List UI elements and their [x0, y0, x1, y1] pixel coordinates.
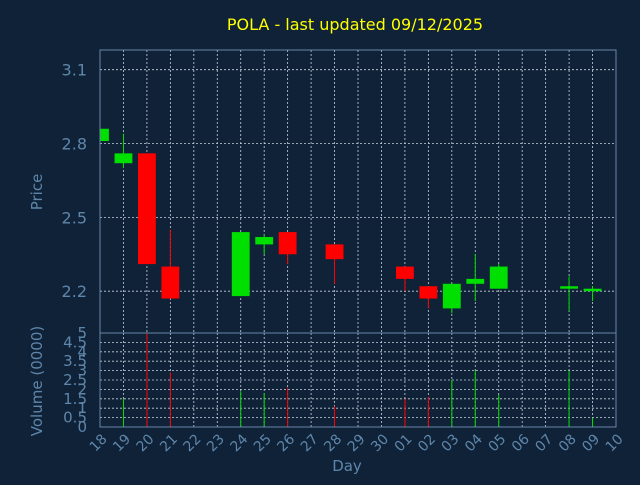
x-tick-label: 10 — [603, 431, 627, 455]
candle — [137, 153, 156, 265]
candle-body — [325, 244, 344, 260]
x-tick-label: 07 — [532, 431, 556, 455]
x-tick-label: 25 — [251, 431, 275, 455]
volume-grid — [99, 332, 617, 428]
candle-body — [231, 232, 250, 297]
chart-title: POLA - last updated 09/12/2025 — [227, 15, 483, 34]
candle — [278, 232, 297, 265]
x-tick-label: 09 — [579, 431, 603, 455]
volume-tick-label: 3.5 — [63, 352, 87, 370]
price-tick-label: 3.1 — [62, 61, 87, 80]
candle-body — [100, 128, 109, 142]
x-tick-label: 22 — [181, 431, 205, 455]
candle — [466, 254, 485, 302]
volume-tick-label: 0 — [77, 418, 87, 436]
volume-tick-label: 2 — [77, 380, 87, 398]
volume-tick-label: 1 — [77, 399, 87, 417]
candle-body — [255, 237, 274, 245]
candles — [99, 128, 602, 314]
volume-bars — [122, 333, 594, 427]
price-tick-label: 2.5 — [62, 208, 87, 227]
candle — [560, 276, 579, 311]
candle-body — [489, 266, 508, 289]
candle — [325, 244, 344, 284]
x-tick-label: 23 — [204, 431, 228, 455]
candle-body — [419, 286, 438, 299]
x-tick-label: 30 — [368, 431, 392, 455]
candle-body — [442, 283, 461, 309]
price-grid — [99, 50, 617, 333]
x-axis-label: Day — [332, 457, 362, 475]
volume-tick-label: 4 — [77, 343, 87, 361]
candle — [231, 232, 250, 297]
x-tick-label: 05 — [485, 431, 509, 455]
volume-panel-frame — [99, 332, 617, 428]
candle-body — [583, 288, 602, 292]
candle — [489, 264, 508, 289]
candle — [255, 234, 274, 255]
candle — [161, 229, 180, 299]
candle-body — [395, 266, 414, 279]
volume-tick-label: 0.5 — [63, 409, 87, 427]
x-tick-label: 26 — [274, 431, 298, 455]
candle — [395, 266, 414, 292]
volume-tick-label: 5 — [77, 324, 87, 342]
x-tick-label: 18 — [87, 431, 111, 455]
x-tick-label: 03 — [439, 431, 463, 455]
x-tick-label: 24 — [227, 431, 251, 455]
price-tick-label: 2.8 — [62, 135, 87, 154]
volume-tick-label: 3 — [77, 362, 87, 380]
candle — [419, 286, 438, 309]
candle-body — [137, 153, 156, 265]
x-tick-label: 28 — [321, 431, 345, 455]
candle — [114, 133, 133, 169]
x-tick-label: 08 — [556, 431, 580, 455]
volume-tick-label: 4.5 — [63, 333, 87, 351]
candle-body — [114, 153, 133, 164]
x-tick-label: 06 — [509, 431, 533, 455]
candle-body — [560, 286, 579, 289]
x-tick-label: 04 — [462, 431, 486, 455]
x-tick-label: 27 — [298, 431, 322, 455]
x-ticks: 18 19 20 21 22 23 24 25 26 27 28 29 30 01 02 03 04 05 06 07… — [87, 431, 627, 455]
candle-body — [466, 278, 485, 284]
x-tick-label: 02 — [415, 431, 439, 455]
price-axis-label: Price — [28, 174, 46, 211]
x-tick-label: 19 — [110, 431, 134, 455]
volume-tick-label: 2.5 — [63, 371, 87, 389]
x-tick-label: 29 — [345, 431, 369, 455]
x-tick-label: 20 — [134, 431, 158, 455]
candle — [99, 128, 109, 142]
x-tick-label: 21 — [157, 431, 181, 455]
volume-tick-label: 1.5 — [63, 390, 87, 408]
candle-body — [278, 232, 297, 255]
candle — [583, 286, 602, 302]
x-tick-label: 01 — [392, 431, 416, 455]
volume-ticks: 00.511.522.533.544.55 — [63, 324, 87, 436]
candle-body — [161, 266, 180, 299]
volume-axis-label: Volume (0000) — [28, 326, 46, 436]
price-ticks: 2.2 2.5 2.8 3.1 — [62, 61, 87, 301]
candle — [442, 283, 461, 314]
price-tick-label: 2.2 — [62, 282, 87, 301]
